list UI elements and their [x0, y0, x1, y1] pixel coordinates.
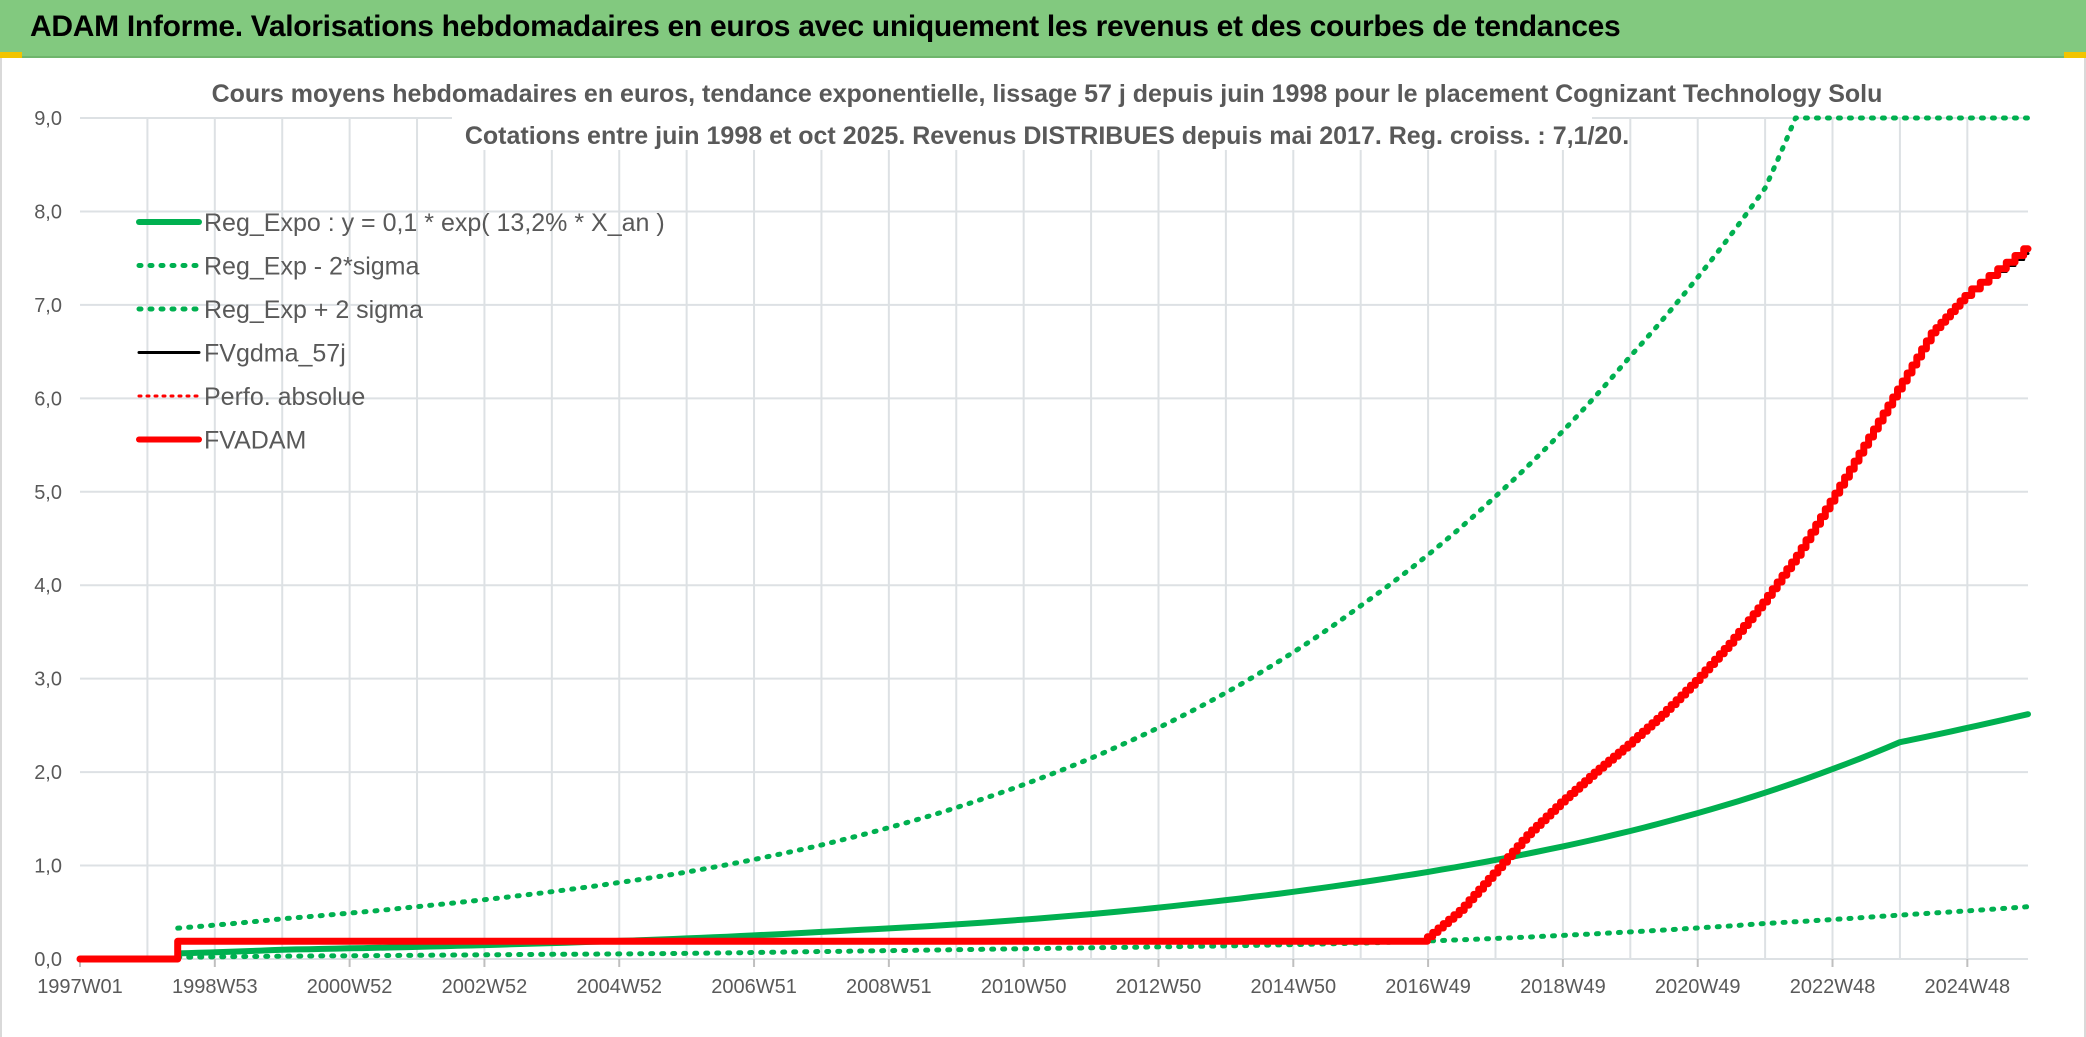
x-tick-label: 2014W50 [1250, 976, 1336, 998]
y-tick-label: 1,0 [34, 856, 62, 878]
series-line-0 [77, 711, 2031, 962]
y-tick-label: 7,0 [34, 295, 62, 317]
legend: Reg_Expo : y = 0,1 * exp( 13,2% * X_an )… [136, 209, 665, 455]
x-tick-label: 2004W52 [576, 976, 662, 998]
horizontal-gridlines [80, 117, 2028, 960]
y-tick-label: 3,0 [34, 669, 62, 691]
y-tick-label: 6,0 [34, 388, 62, 410]
y-tick-label: 2,0 [34, 762, 62, 784]
x-tick-label: 2000W52 [307, 976, 393, 998]
x-tick-label: 2020W49 [1655, 976, 1741, 998]
legend-label-2: Reg_Exp + 2 sigma [204, 296, 423, 324]
chart-title-line-2: Cotations entre juin 1998 et oct 2025. R… [465, 122, 1629, 150]
legend-label-5: FVADAM [204, 427, 306, 455]
y-tick-label: 5,0 [34, 482, 62, 504]
x-tick-label: 2006W51 [711, 976, 797, 998]
y-tick-label: 0,0 [34, 949, 62, 971]
legend-label-1: Reg_Exp - 2*sigma [204, 253, 419, 281]
series-line-4 [78, 247, 2030, 961]
x-tick-label: 2012W50 [1116, 976, 1202, 998]
series-line-3 [78, 252, 2030, 961]
report-title: ADAM Informe. Valorisations hebdomadaire… [30, 10, 1621, 43]
y-axis-tick-labels: 0,0 1,0 2,0 3,0 4,0 5,0 6,0 7,0 8,0 9,0 [34, 108, 62, 971]
y-tick-label: 8,0 [34, 201, 62, 223]
series-line-5 [76, 245, 2032, 963]
y-tick-label: 9,0 [34, 108, 62, 130]
series-line-2 [175, 115, 2031, 931]
x-tick-label: 2010W50 [981, 976, 1067, 998]
chart-area: 0,0 1,0 2,0 3,0 4,0 5,0 6,0 7,0 8,0 9,0 1997W01 19… [0, 58, 2086, 1037]
x-axis-tick-labels: 1997W01 1998W53 2000W52 2002W52 2004W52 2006W… [37, 959, 2010, 998]
x-tick-label: 2008W51 [846, 976, 932, 998]
x-tick-label: 2016W49 [1385, 976, 1471, 998]
x-tick-label: 2002W52 [442, 976, 528, 998]
x-tick-label: 2022W48 [1790, 976, 1876, 998]
legend-label-0: Reg_Expo : y = 0,1 * exp( 13,2% * X_an ) [204, 209, 665, 237]
legend-label-4: Perfo. absolue [204, 383, 365, 411]
y-tick-label: 4,0 [34, 575, 62, 597]
x-tick-label: 1997W01 [37, 976, 123, 998]
corner-accent-left [0, 52, 22, 58]
chart-title-line-1: Cours moyens hebdomadaires en euros, ten… [212, 80, 1883, 108]
report-header: ADAM Informe. Valorisations hebdomadaire… [0, 0, 2086, 58]
legend-label-3: FVgdma_57j [204, 340, 346, 368]
corner-accent-right [2064, 52, 2086, 58]
x-tick-label: 1998W53 [172, 976, 258, 998]
line-chart: 0,01,02,03,04,05,06,07,08,09,0 1997W01 19… [34, 72, 2032, 998]
vertical-gridlines [146, 118, 1969, 959]
chart-title-background-2 [452, 113, 1592, 150]
series-line-1 [175, 904, 2031, 960]
x-tick-label: 2024W48 [1925, 976, 2011, 998]
chart-title-background-1 [260, 72, 1830, 109]
chart-title-group: Cours moyens hebdomadaires en euros, ten… [212, 72, 1883, 150]
series-layer [76, 115, 2032, 963]
x-tick-label: 2018W49 [1520, 976, 1606, 998]
